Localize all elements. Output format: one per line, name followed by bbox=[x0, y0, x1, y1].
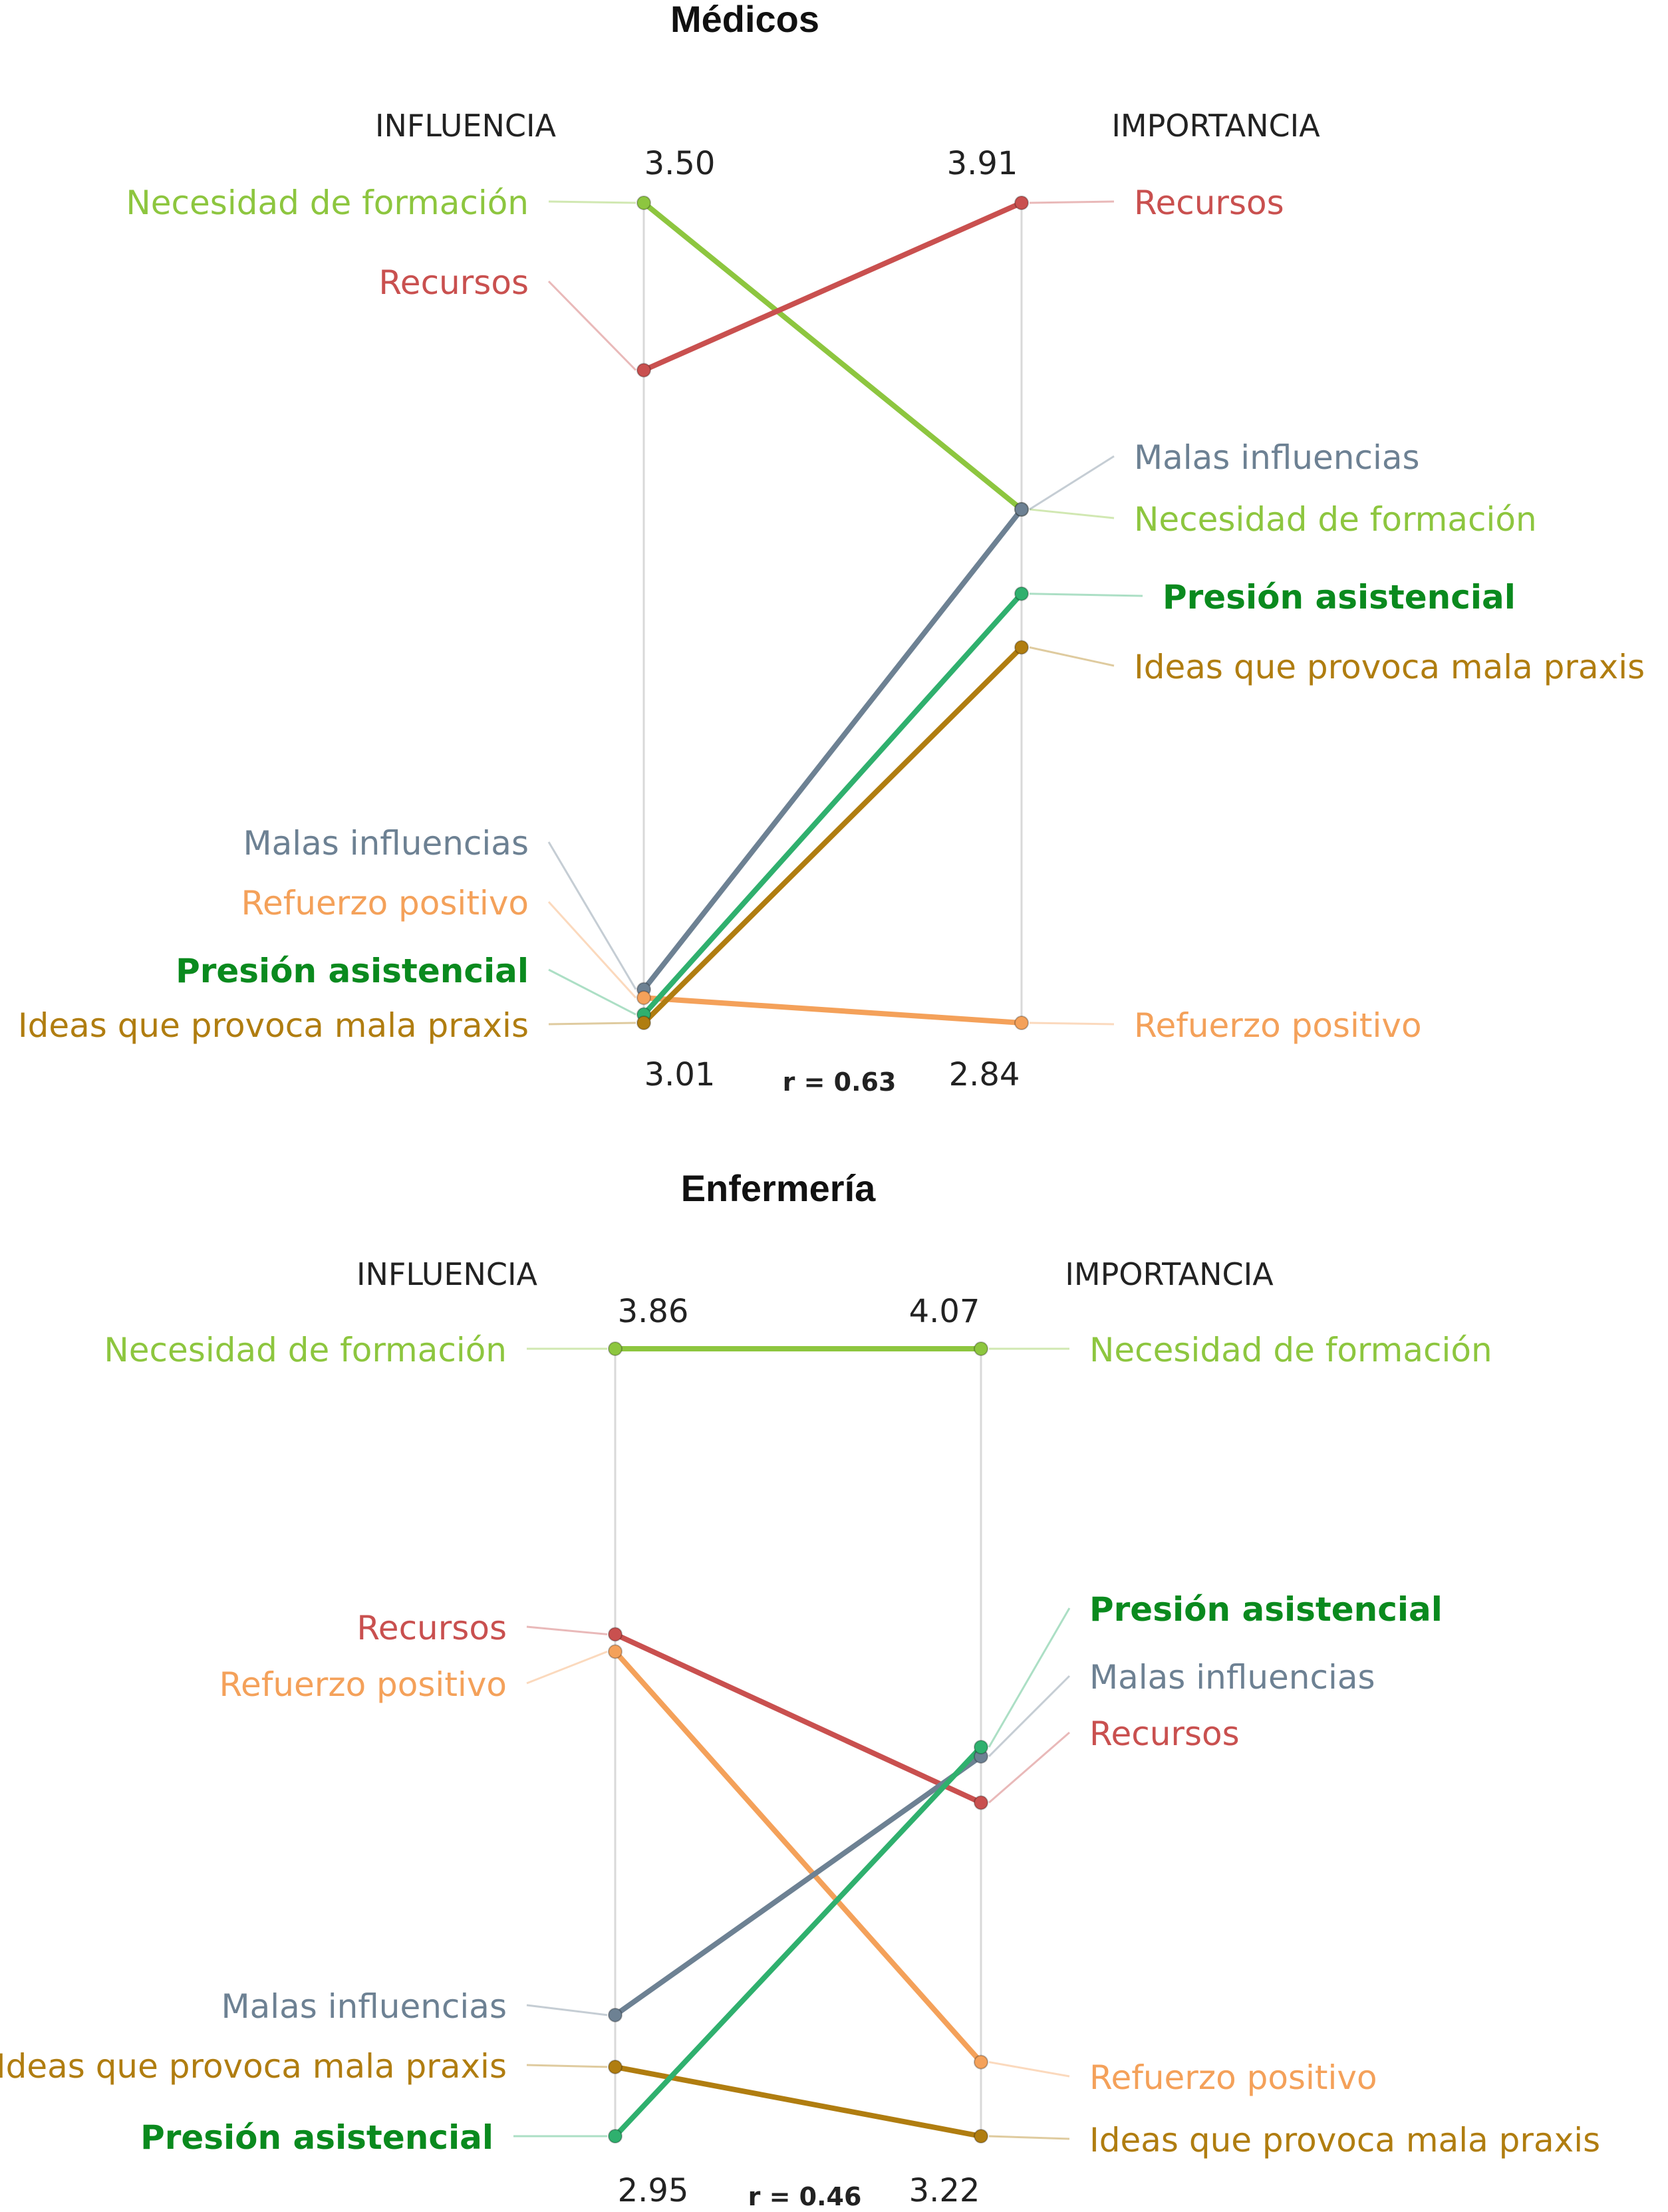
left-point-ideas-que-provoca-mala-praxis bbox=[636, 1016, 651, 1030]
left-point-refuerzo-positivo bbox=[608, 1644, 623, 1659]
right-point-refuerzo-positivo bbox=[1014, 1016, 1029, 1030]
left-point-malas-influencias bbox=[608, 2007, 623, 2022]
right-point-necesidad-de-formacion bbox=[974, 1341, 988, 1356]
slope-line-ideas-que-provoca-mala-praxis bbox=[641, 644, 1024, 1026]
left-connector-recursos bbox=[547, 280, 637, 371]
left-point-necesidad-de-formacion bbox=[608, 1341, 623, 1356]
right-label-refuerzo-positivo: Refuerzo positivo bbox=[1089, 2058, 1377, 2097]
right-connector-malas-influencias bbox=[1029, 455, 1115, 511]
right-point-presion-asistencial bbox=[974, 1739, 988, 1754]
right-label-ideas-que-provoca-mala-praxis: Ideas que provoca mala praxis bbox=[1089, 2121, 1600, 2159]
right-column-label: IMPORTANCIA bbox=[1111, 108, 1320, 144]
slope-line-recursos bbox=[613, 1631, 984, 1806]
left-label-necesidad-de-formacion: Necesidad de formación bbox=[126, 184, 529, 222]
right-connector-ideas-que-provoca-mala-praxis bbox=[988, 2135, 1070, 2140]
left-column-label: INFLUENCIA bbox=[375, 108, 557, 144]
right-label-recursos: Recursos bbox=[1089, 1715, 1240, 1753]
left-connector-malas-influencias bbox=[526, 2004, 608, 2016]
right-label-presion-asistencial: Presión asistencial bbox=[1089, 1590, 1443, 1629]
slope-line-recursos bbox=[641, 200, 1024, 373]
right-point-refuerzo-positivo bbox=[974, 2054, 988, 2070]
left-point-refuerzo-positivo bbox=[636, 990, 651, 1006]
left-label-necesidad-de-formacion: Necesidad de formación bbox=[104, 1331, 507, 1369]
slope-line-presion-asistencial bbox=[613, 1744, 984, 2139]
left-column-label: INFLUENCIA bbox=[356, 1256, 538, 1292]
left-label-malas-influencias: Malas influencias bbox=[243, 824, 529, 863]
right-point-ideas-que-provoca-mala-praxis bbox=[1014, 640, 1029, 655]
slope-chart-enfermeria: Enfermería INFLUENCIA IMPORTANCIA 3.86 4… bbox=[0, 1167, 1600, 2211]
left-point-recursos bbox=[636, 362, 651, 378]
slope-line-necesidad-de-formacion bbox=[641, 200, 1024, 512]
left-label-recursos: Recursos bbox=[356, 1609, 507, 1647]
left-label-malas-influencias: Malas influencias bbox=[221, 1987, 507, 2026]
correlation-label: r = 0.46 bbox=[748, 2182, 862, 2211]
right-point-recursos bbox=[974, 1795, 988, 1810]
right-label-necesidad-de-formacion: Necesidad de formación bbox=[1089, 1331, 1492, 1369]
right-min-value: 3.22 bbox=[909, 2172, 980, 2209]
slope-line-presion-asistencial bbox=[641, 591, 1024, 1018]
left-label-ideas-que-provoca-mala-praxis: Ideas que provoca mala praxis bbox=[18, 1006, 529, 1045]
right-label-malas-influencias: Malas influencias bbox=[1089, 1658, 1375, 1697]
right-point-malas-influencias bbox=[1014, 501, 1029, 517]
slope-line-ideas-que-provoca-mala-praxis bbox=[613, 2064, 984, 2139]
right-label-recursos: Recursos bbox=[1134, 184, 1284, 222]
correlation-label: r = 0.63 bbox=[783, 1067, 897, 1097]
slope-line-refuerzo-positivo bbox=[613, 1649, 984, 2065]
left-point-recursos bbox=[608, 1627, 623, 1642]
left-label-ideas-que-provoca-mala-praxis: Ideas que provoca mala praxis bbox=[0, 2047, 507, 2086]
left-connector-presion-asistencial bbox=[548, 968, 636, 1016]
right-column-label: IMPORTANCIA bbox=[1065, 1256, 1274, 1292]
right-point-ideas-que-provoca-mala-praxis bbox=[974, 2129, 988, 2143]
left-label-refuerzo-positivo: Refuerzo positivo bbox=[241, 884, 529, 922]
left-point-presion-asistencial bbox=[608, 2129, 623, 2143]
left-max-value: 3.86 bbox=[618, 1293, 689, 1330]
right-connector-presion-asistencial bbox=[1029, 593, 1143, 597]
right-connector-necesidad-de-formacion bbox=[1029, 508, 1115, 519]
right-min-value: 2.84 bbox=[949, 1056, 1020, 1093]
right-connector-malas-influencias bbox=[988, 1675, 1071, 1757]
left-label-presion-asistencial: Presión asistencial bbox=[176, 952, 529, 990]
right-label-presion-asistencial: Presión asistencial bbox=[1163, 578, 1516, 617]
left-connector-ideas-que-provoca-mala-praxis bbox=[526, 2064, 608, 2068]
right-label-necesidad-de-formacion: Necesidad de formación bbox=[1134, 500, 1537, 539]
right-connector-refuerzo-positivo bbox=[988, 2061, 1070, 2078]
left-label-recursos: Recursos bbox=[378, 263, 529, 302]
left-connector-malas-influencias bbox=[547, 841, 637, 990]
left-connector-necesidad-de-formacion bbox=[548, 200, 636, 204]
right-max-value: 3.91 bbox=[947, 145, 1018, 182]
left-point-ideas-que-provoca-mala-praxis bbox=[608, 2059, 623, 2074]
right-label-refuerzo-positivo: Refuerzo positivo bbox=[1134, 1006, 1422, 1045]
right-connector-presion-asistencial bbox=[988, 1607, 1071, 1748]
left-label-presion-asistencial: Presión asistencial bbox=[140, 2118, 493, 2157]
right-connector-refuerzo-positivo bbox=[1029, 1022, 1115, 1026]
left-connector-recursos bbox=[526, 1625, 608, 1635]
left-connector-refuerzo-positivo bbox=[547, 900, 637, 999]
right-max-value: 4.07 bbox=[909, 1293, 980, 1330]
right-connector-ideas-que-provoca-mala-praxis bbox=[1029, 646, 1115, 667]
left-min-value: 2.95 bbox=[618, 2172, 689, 2209]
left-label-refuerzo-positivo: Refuerzo positivo bbox=[219, 1665, 507, 1704]
right-label-malas-influencias: Malas influencias bbox=[1134, 438, 1420, 477]
left-connector-ideas-que-provoca-mala-praxis bbox=[548, 1022, 636, 1026]
slope-line-refuerzo-positivo bbox=[641, 995, 1024, 1026]
slope-chart-medicos: Médicos INFLUENCIA IMPORTANCIA 3.50 3.91… bbox=[18, 0, 1645, 1097]
right-point-presion-asistencial bbox=[1014, 586, 1029, 601]
slope-line-malas-influencias bbox=[641, 506, 1024, 992]
left-min-value: 3.01 bbox=[644, 1056, 716, 1093]
chart-title: Médicos bbox=[670, 0, 819, 40]
left-connector-refuerzo-positivo bbox=[526, 1650, 608, 1685]
right-label-ideas-que-provoca-mala-praxis: Ideas que provoca mala praxis bbox=[1134, 648, 1645, 686]
left-max-value: 3.50 bbox=[644, 145, 716, 182]
slope-line-malas-influencias bbox=[613, 1753, 984, 2018]
right-connector-recursos bbox=[988, 1731, 1070, 1804]
chart-title: Enfermería bbox=[681, 1167, 876, 1209]
right-connector-recursos bbox=[1029, 200, 1115, 204]
left-point-necesidad-de-formacion bbox=[636, 196, 651, 210]
right-point-recursos bbox=[1014, 196, 1029, 210]
